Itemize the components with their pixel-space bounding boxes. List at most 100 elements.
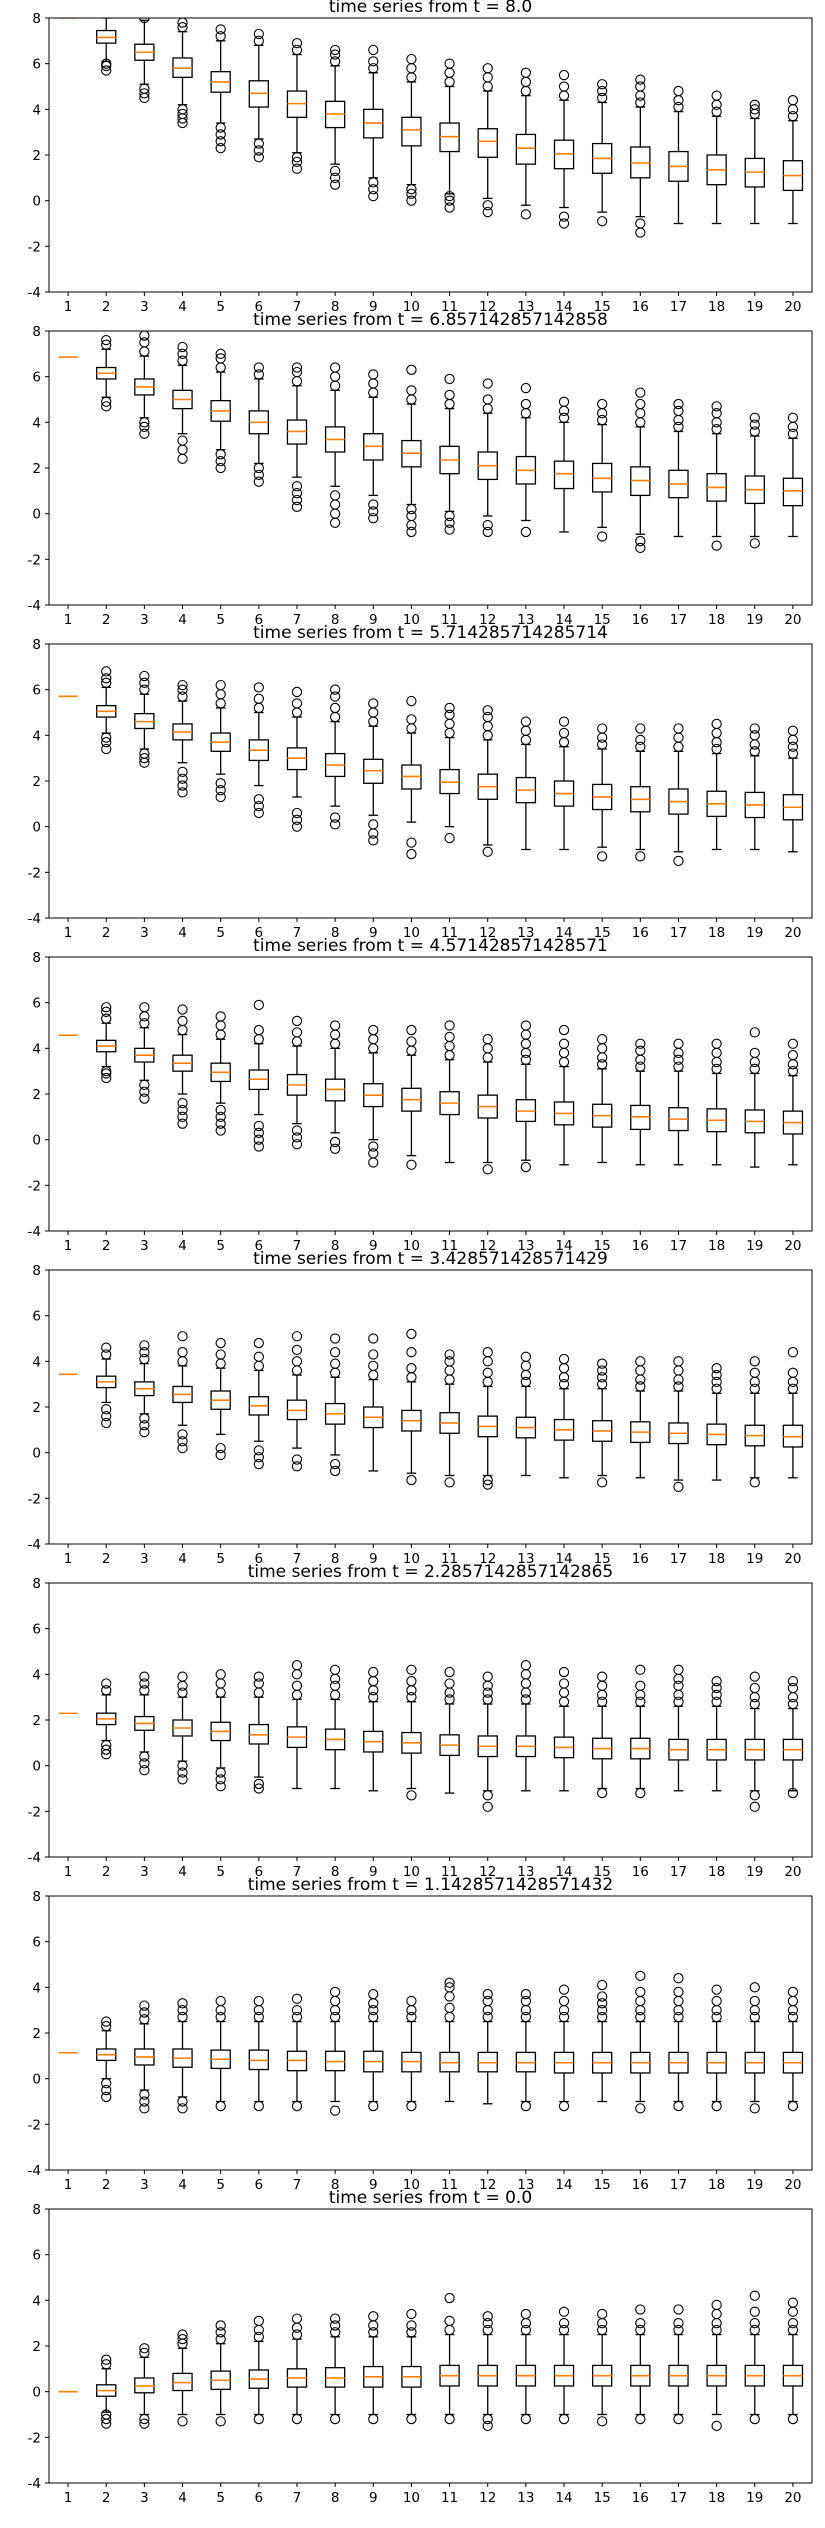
flier — [139, 677, 150, 688]
plot-area — [58, 331, 804, 554]
x-tick-label: 5 — [216, 299, 225, 315]
flier — [558, 69, 570, 81]
flier — [749, 1995, 760, 2007]
box-5 — [210, 348, 231, 474]
axes-frame — [48, 17, 813, 293]
flier — [597, 1477, 608, 1488]
x-tick-label: 12 — [479, 2490, 496, 2506]
flier — [406, 1692, 417, 1703]
flier — [444, 2011, 455, 2023]
flier — [215, 1687, 226, 1698]
box-body — [515, 133, 537, 165]
x-tick-label: 5 — [216, 925, 225, 941]
box-13 — [515, 2308, 537, 2425]
box-10 — [401, 1664, 422, 1801]
flier — [291, 1036, 303, 1047]
flier — [139, 1011, 150, 1022]
flier — [520, 398, 532, 410]
x-tick-label: 13 — [517, 1551, 534, 1567]
x-tick-label: 2 — [102, 299, 111, 315]
chart-panel: time series from t = 5.714285714285714 -4… — [28, 623, 813, 941]
x-tick-label: 8 — [331, 2490, 340, 2506]
flier — [101, 339, 112, 350]
flier — [444, 76, 455, 88]
y-tick-label: 0 — [32, 507, 41, 523]
box-11 — [439, 1666, 460, 1794]
flier — [368, 1369, 379, 1381]
x-tick-label: 3 — [140, 925, 149, 941]
flier — [673, 2304, 684, 2315]
flier — [177, 2005, 188, 2016]
flier — [101, 2091, 112, 2103]
flier — [635, 1986, 646, 1998]
flier — [482, 1356, 493, 1367]
box-11 — [439, 1020, 460, 1164]
flier — [101, 1685, 112, 1696]
flier — [101, 2413, 112, 2425]
flier — [444, 2002, 455, 2014]
flier — [139, 1751, 150, 1762]
box-4 — [172, 1331, 193, 1454]
x-tick-label: 17 — [670, 1551, 687, 1567]
x-tick-label: 2 — [102, 925, 111, 941]
y-tick-label: 8 — [32, 11, 41, 27]
flier — [215, 689, 226, 700]
x-tick-label: 8 — [331, 1238, 340, 1254]
flier — [215, 1449, 226, 1461]
x-tick-label: 3 — [140, 2177, 149, 2193]
flier — [597, 79, 608, 90]
x-tick-label: 11 — [441, 925, 458, 941]
flier — [215, 2416, 226, 2427]
flier — [749, 1801, 760, 1812]
x-tick-label: 19 — [746, 1551, 763, 1567]
flier — [635, 1787, 646, 1799]
y-tick-label: 0 — [32, 1759, 41, 1775]
flier — [368, 1034, 379, 1045]
flier — [787, 1038, 799, 1049]
box-2 — [96, 1678, 117, 1760]
x-tick-label: 6 — [255, 612, 264, 628]
flier — [406, 1685, 417, 1696]
box-8 — [324, 1333, 346, 1477]
flier — [215, 1029, 226, 1040]
flier — [711, 718, 722, 730]
flier — [711, 1682, 722, 1694]
flier — [329, 1680, 341, 1691]
flier — [520, 1020, 532, 1031]
flier — [635, 1995, 646, 2007]
x-tick-label: 14 — [555, 2490, 572, 2506]
x-tick-label: 14 — [555, 1864, 572, 1880]
x-tick-label: 10 — [403, 1864, 420, 1880]
box-18 — [706, 2299, 727, 2432]
flier — [253, 1337, 264, 1349]
x-tick-label: 15 — [594, 1551, 611, 1567]
flier — [329, 812, 341, 823]
x-tick-label: 1 — [64, 1238, 73, 1254]
chart-title: time series from t = 0.0 — [329, 2188, 532, 2208]
x-tick-label: 10 — [403, 1551, 420, 1567]
x-tick-label: 6 — [255, 2177, 264, 2193]
x-tick-label: 7 — [293, 2490, 302, 2506]
box-9 — [363, 44, 384, 202]
y-tick-label: -2 — [28, 1491, 41, 1507]
box-5 — [210, 1669, 231, 1792]
flier — [406, 1790, 417, 1801]
flier — [406, 714, 417, 725]
x-tick-label: 9 — [369, 612, 378, 628]
x-tick-label: 13 — [517, 2490, 534, 2506]
flier — [597, 1680, 608, 1691]
flier — [444, 1666, 455, 1678]
y-tick-label: 0 — [32, 1446, 41, 1462]
flier — [329, 1143, 341, 1154]
flier — [139, 670, 150, 682]
flier — [177, 348, 188, 359]
x-tick-label: 16 — [632, 2490, 649, 2506]
flier — [291, 2011, 303, 2023]
flier — [482, 2420, 493, 2432]
flier — [635, 227, 646, 238]
flier — [139, 2014, 150, 2025]
flier — [329, 684, 341, 695]
flier — [558, 90, 570, 101]
flier — [749, 730, 760, 741]
flier — [635, 1356, 646, 1367]
